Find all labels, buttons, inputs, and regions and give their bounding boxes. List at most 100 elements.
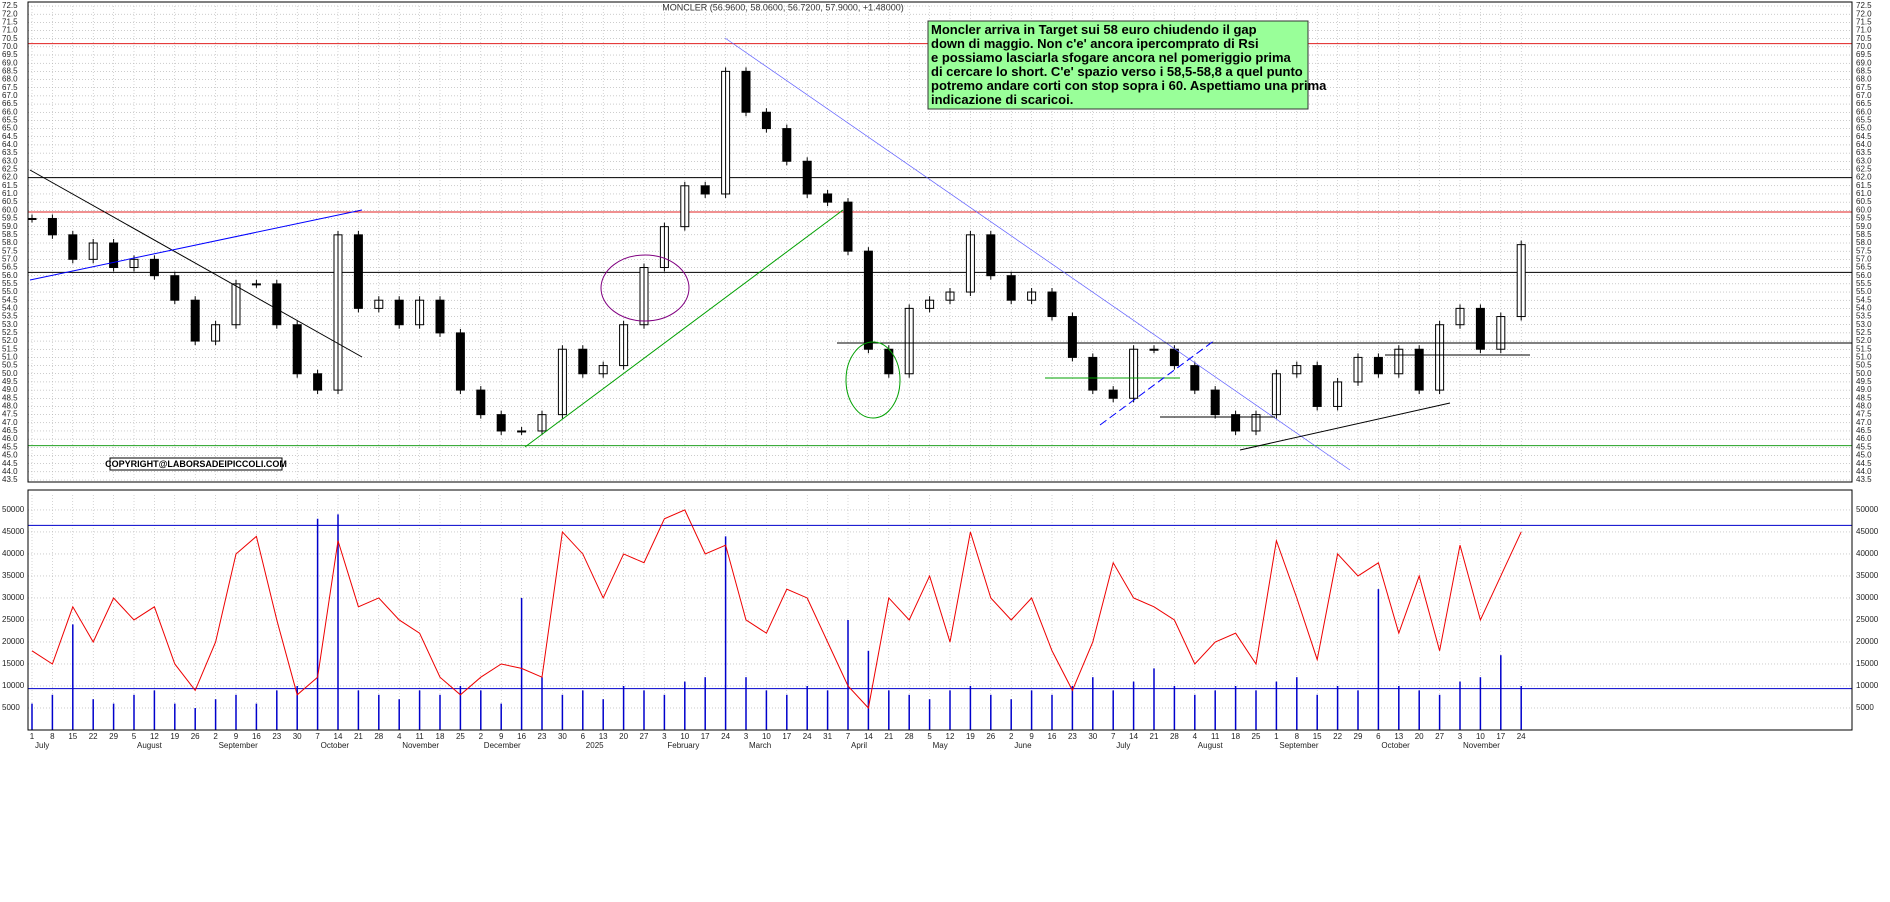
x-tick-label: 2 (1009, 732, 1014, 741)
y-tick-label: 40000 (1856, 549, 1879, 558)
y-tick-label: 62.5 (2, 165, 18, 174)
x-tick-label: 16 (1048, 732, 1057, 741)
y-tick-label: 54.5 (1856, 295, 1872, 304)
annotation-line: Moncler arriva in Target sui 58 euro chi… (931, 22, 1257, 37)
x-tick-label: 30 (558, 732, 567, 741)
y-tick-label: 63.5 (1856, 148, 1872, 157)
x-tick-label: 30 (1088, 732, 1097, 741)
y-tick-label: 46.0 (2, 434, 18, 443)
y-tick-label: 57.5 (1856, 246, 1872, 255)
x-tick-label: 7 (1111, 732, 1116, 741)
x-tick-label: 3 (1458, 732, 1463, 741)
x-tick-label: 7 (846, 732, 851, 741)
x-tick-label: 24 (803, 732, 812, 741)
y-tick-label: 52.0 (2, 336, 18, 345)
month-label: December (484, 741, 521, 750)
month-label: February (667, 741, 699, 750)
x-tick-label: 8 (1295, 732, 1300, 741)
x-tick-label: 15 (68, 732, 77, 741)
y-tick-label: 57.5 (2, 246, 18, 255)
month-label: October (321, 741, 350, 750)
y-tick-label: 66.5 (1856, 99, 1872, 108)
x-tick-label: 2 (479, 732, 484, 741)
y-tick-label: 51.5 (1856, 344, 1872, 353)
y-tick-label: 64.0 (2, 140, 18, 149)
y-tick-label: 53.5 (2, 312, 18, 321)
x-tick-label: 16 (517, 732, 526, 741)
y-tick-label: 44.5 (2, 459, 18, 468)
x-tick-label: 22 (1333, 732, 1342, 741)
y-tick-label: 52.5 (1856, 328, 1872, 337)
x-tick-label: 14 (864, 732, 873, 741)
month-label: September (219, 741, 258, 750)
y-tick-label: 52.0 (1856, 336, 1872, 345)
y-tick-label: 60.0 (2, 205, 18, 214)
y-tick-label: 46.5 (2, 426, 18, 435)
y-tick-label: 69.5 (1856, 50, 1872, 59)
y-tick-label: 56.5 (2, 263, 18, 272)
x-tick-label: 8 (50, 732, 55, 741)
trendline (724, 37, 1351, 471)
x-tick-label: 7 (315, 732, 320, 741)
volume-panel (27, 489, 1853, 731)
y-tick-label: 47.5 (2, 410, 18, 419)
y-tick-label: 63.0 (1856, 156, 1872, 165)
y-tick-label: 65.0 (1856, 124, 1872, 133)
x-tick-label: 21 (884, 732, 893, 741)
y-tick-label: 61.5 (1856, 181, 1872, 190)
x-tick-label: 24 (1517, 732, 1526, 741)
x-tick-label: 19 (170, 732, 179, 741)
y-tick-label: 49.5 (1856, 377, 1872, 386)
month-label: 2025 (586, 741, 604, 750)
x-tick-label: 1 (1274, 732, 1279, 741)
y-tick-label: 63.5 (2, 148, 18, 157)
y-tick-label: 48.5 (2, 393, 18, 402)
x-tick-label: 27 (640, 732, 649, 741)
y-tick-label: 59.0 (1856, 222, 1872, 231)
y-tick-label: 48.0 (2, 402, 18, 411)
y-tick-label: 70.5 (2, 34, 18, 43)
month-label: August (1198, 741, 1224, 750)
y-tick-label: 66.0 (1856, 107, 1872, 116)
y-tick-label: 54.5 (2, 295, 18, 304)
x-tick-label: 23 (272, 732, 281, 741)
y-tick-label: 58.5 (1856, 230, 1872, 239)
month-label: March (749, 741, 771, 750)
x-tick-label: 18 (1231, 732, 1240, 741)
x-tick-label: 20 (1415, 732, 1424, 741)
ellipse (600, 254, 690, 322)
y-tick-label: 67.5 (2, 83, 18, 92)
y-tick-label: 51.5 (2, 344, 18, 353)
y-tick-label: 62.5 (1856, 165, 1872, 174)
y-tick-label: 48.0 (1856, 402, 1872, 411)
x-tick-label: 29 (109, 732, 118, 741)
trendline (29, 209, 363, 281)
y-tick-label: 53.0 (1856, 320, 1872, 329)
x-tick-label: 28 (374, 732, 383, 741)
x-tick-label: 2 (213, 732, 218, 741)
y-tick-label: 61.0 (1856, 189, 1872, 198)
y-tick-label: 48.5 (1856, 393, 1872, 402)
y-tick-label: 35000 (2, 571, 25, 580)
x-tick-label: 14 (334, 732, 343, 741)
x-tick-label: 27 (1435, 732, 1444, 741)
x-tick-label: 23 (538, 732, 547, 741)
x-tick-label: 10 (680, 732, 689, 741)
x-tick-label: 29 (1354, 732, 1363, 741)
y-tick-label: 69.0 (1856, 58, 1872, 67)
annotation-line: indicazione di scaricoi. (931, 92, 1073, 107)
x-tick-label: 3 (662, 732, 667, 741)
y-tick-label: 47.0 (2, 418, 18, 427)
y-tick-label: 63.0 (2, 156, 18, 165)
oscillator-line (31, 509, 1522, 710)
y-tick-label: 50.0 (2, 369, 18, 378)
trendline (29, 169, 363, 358)
trendline (1239, 402, 1451, 451)
copyright: COPYRIGHT@LABORSADEIPICCOLI.COM (105, 459, 287, 469)
x-tick-label: 4 (397, 732, 402, 741)
price-panel (27, 1, 1853, 483)
y-tick-label: 56.0 (1856, 271, 1872, 280)
y-tick-label: 65.5 (2, 116, 18, 125)
